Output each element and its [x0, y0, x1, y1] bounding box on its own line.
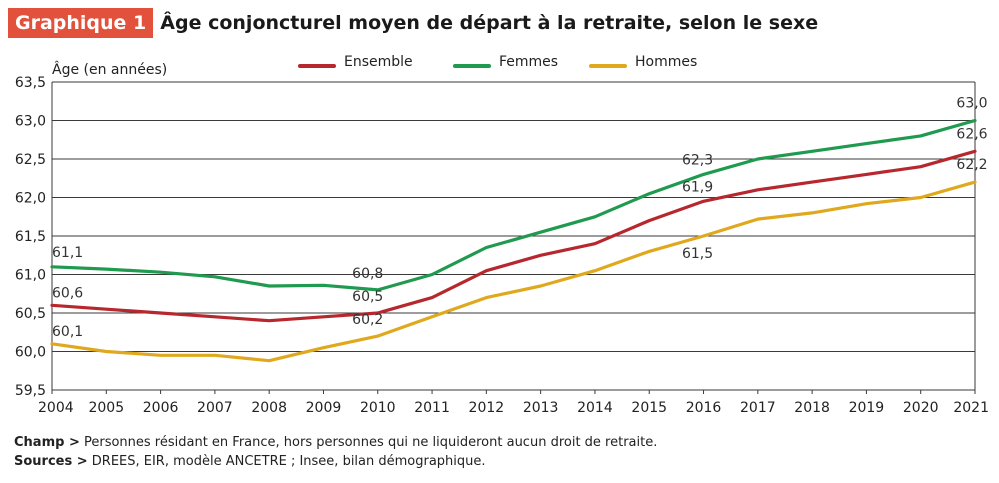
- y-tick-label: 61,5: [15, 229, 46, 245]
- scope-label: Champ >: [14, 435, 80, 450]
- grid-lines: [51, 81, 976, 391]
- series-line-hommes: [50, 180, 977, 363]
- x-tick-label: 2014: [577, 400, 613, 416]
- legend: Ensemble Femmes Hommes: [298, 54, 697, 70]
- data-label: 62,6: [956, 126, 987, 142]
- y-tick-label: 62,5: [15, 152, 46, 168]
- x-tick-label: 2005: [88, 400, 124, 416]
- sources-text: DREES, EIR, modèle ANCETRE ; Insee, bila…: [87, 454, 486, 469]
- y-tick-label: 63,5: [15, 75, 46, 91]
- data-labels: 61,1 60,6 60,1 60,8 60,5 60,2 62,3 61,9 61,5 63,0…: [52, 96, 988, 340]
- series-lines: [50, 118, 977, 363]
- legend-label: Hommes: [635, 54, 697, 70]
- series-line-ensemble: [50, 149, 977, 323]
- chart-header: Graphique 1 Âge conjoncturel moyen de dé…: [8, 8, 818, 38]
- data-label: 60,8: [352, 266, 383, 282]
- data-label: 61,5: [682, 246, 713, 262]
- scope-text: Personnes résidant en France, hors perso…: [79, 435, 658, 450]
- chart-footer: Champ > Personnes résidant en France, ho…: [14, 433, 657, 471]
- data-label: 60,6: [52, 285, 83, 301]
- data-label: 60,1: [52, 324, 83, 340]
- chart-title: Âge conjoncturel moyen de départ à la re…: [160, 12, 819, 34]
- data-label: 60,2: [352, 312, 383, 328]
- sources-note: Sources > DREES, EIR, modèle ANCETRE ; I…: [14, 452, 657, 471]
- y-tick-label: 63,0: [15, 114, 46, 130]
- y-tick-label: 62,0: [15, 191, 46, 207]
- x-tick-label: 2020: [903, 400, 939, 416]
- x-tick-label: 2004: [38, 400, 74, 416]
- data-label: 62,2: [956, 157, 987, 173]
- x-tick-label: 2013: [523, 400, 559, 416]
- x-tick-label: 2021: [953, 400, 989, 416]
- y-axis-ticks: 59,5 60,0 60,5 61,0 61,5 62,0 62,5 63,0 63,5: [15, 75, 46, 399]
- series-line-femmes: [50, 118, 977, 292]
- x-tick-label: 2010: [360, 400, 396, 416]
- data-label: 61,9: [682, 179, 713, 195]
- scope-note: Champ > Personnes résidant en France, ho…: [14, 433, 657, 452]
- x-tick-label: 2009: [306, 400, 342, 416]
- y-axis-label: Âge (en années): [52, 60, 167, 78]
- sources-label: Sources >: [14, 454, 88, 469]
- x-tick-label: 2016: [686, 400, 722, 416]
- x-tick-label: 2015: [631, 400, 667, 416]
- data-label: 62,3: [682, 152, 713, 168]
- legend-label: Femmes: [499, 54, 558, 70]
- y-tick-label: 60,5: [15, 306, 46, 322]
- line-chart: 59,5 60,0 60,5 61,0 61,5 62,0 62,5 63,0 63,5 200…: [15, 54, 989, 416]
- x-tick-label: 2007: [197, 400, 233, 416]
- x-tick-label: 2011: [414, 400, 450, 416]
- x-tick-label: 2017: [740, 400, 776, 416]
- x-tick-label: 2019: [849, 400, 885, 416]
- x-axis-ticks: 2004 2005 2006 2007 2008 2009 2010 2011 2012 2013…: [38, 390, 989, 416]
- data-label: 61,1: [52, 245, 83, 261]
- y-tick-label: 59,5: [15, 383, 46, 399]
- data-label: 60,5: [352, 289, 383, 305]
- x-tick-label: 2008: [251, 400, 287, 416]
- x-tick-label: 2012: [469, 400, 505, 416]
- legend-label: Ensemble: [344, 54, 413, 70]
- x-tick-label: 2018: [794, 400, 830, 416]
- y-tick-label: 60,0: [15, 345, 46, 361]
- data-label: 63,0: [956, 96, 987, 112]
- figure-badge: Graphique 1: [8, 8, 154, 38]
- y-tick-label: 61,0: [15, 268, 46, 284]
- x-tick-label: 2006: [143, 400, 179, 416]
